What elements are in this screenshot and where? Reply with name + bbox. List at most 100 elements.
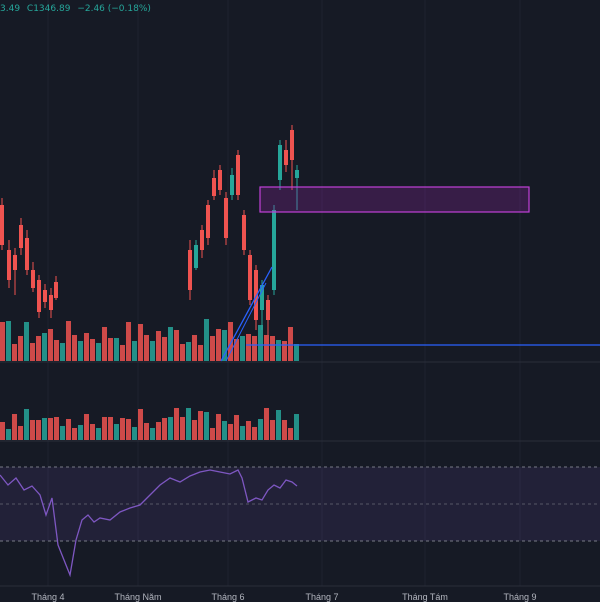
candle-body xyxy=(260,285,264,310)
prev-close-text: 3.49 xyxy=(0,4,21,14)
volume-bar xyxy=(126,419,131,440)
volume-bar xyxy=(264,335,269,361)
volume-bar xyxy=(24,322,29,361)
volume-bar xyxy=(240,336,245,361)
zone-rectangle[interactable] xyxy=(259,186,530,213)
candle-body xyxy=(295,170,299,178)
price-legend: 3.49 C1346.89 −2.46 (−0.18%) xyxy=(0,4,155,14)
volume-bar xyxy=(288,428,293,440)
candle-body xyxy=(254,270,258,320)
x-axis-label: Tháng Năm xyxy=(114,592,162,602)
change-value: −2.46 (−0.18%) xyxy=(77,4,151,14)
volume-bar xyxy=(144,335,149,361)
volume-bar xyxy=(186,342,191,361)
volume-bar xyxy=(270,420,275,440)
volume-bar xyxy=(78,341,83,361)
volume-bar xyxy=(246,421,251,440)
volume-bar xyxy=(204,319,209,361)
volume-bar xyxy=(276,340,281,361)
volume-bar xyxy=(222,330,227,361)
volume-bar xyxy=(90,424,95,440)
volume-bar xyxy=(258,325,263,361)
volume-bar xyxy=(258,419,263,440)
candle-body xyxy=(19,225,23,248)
volume-bar xyxy=(216,414,221,440)
volume-bar xyxy=(150,341,155,361)
volume-bar xyxy=(108,338,113,361)
volume-bar xyxy=(264,408,269,440)
candle-body xyxy=(31,270,35,288)
trend-line[interactable] xyxy=(225,282,267,362)
volume-bar xyxy=(120,345,125,361)
candle-body xyxy=(248,255,252,300)
volume-bar xyxy=(210,428,215,440)
volume-bar xyxy=(78,425,83,440)
volume-bar xyxy=(234,339,239,361)
volume-bar xyxy=(138,324,143,361)
volume-bar xyxy=(174,330,179,361)
x-axis-label: Tháng Tám xyxy=(402,592,448,602)
volume-bar xyxy=(168,327,173,361)
volume-bar xyxy=(18,426,23,440)
volume-bar xyxy=(102,417,107,440)
candle-body xyxy=(224,198,228,238)
volume-bar xyxy=(18,336,23,361)
volume-bar xyxy=(174,408,179,440)
volume-bar xyxy=(24,409,29,440)
volume-bar xyxy=(132,427,137,440)
volume-bar xyxy=(42,418,47,440)
close-value: C1346.89 xyxy=(26,4,71,14)
volume-bar xyxy=(30,343,35,361)
volume-bar xyxy=(54,417,59,440)
volume-bar xyxy=(192,335,197,361)
volume-bar xyxy=(0,322,5,361)
volume-bar xyxy=(6,321,11,361)
candle-body xyxy=(236,155,240,195)
volume-bar xyxy=(186,408,191,440)
volume-bar xyxy=(138,409,143,440)
volume-bar xyxy=(276,410,281,440)
volume-bar xyxy=(60,426,65,440)
trend-line[interactable] xyxy=(220,266,273,362)
volume-bar xyxy=(30,420,35,440)
candle-body xyxy=(7,250,11,280)
volume-bar xyxy=(84,414,89,440)
candle-body xyxy=(188,250,192,290)
volume-bar xyxy=(42,333,47,361)
volume-bar xyxy=(180,417,185,440)
volume-bar xyxy=(156,422,161,440)
volume-bar xyxy=(246,334,251,361)
x-axis-label: Tháng 6 xyxy=(211,592,245,602)
candle-body xyxy=(200,230,204,250)
candle-body xyxy=(43,290,47,302)
volume-bar xyxy=(12,414,17,440)
volume-bar xyxy=(192,420,197,440)
candle-body xyxy=(0,205,4,245)
candle-body xyxy=(25,238,29,270)
volume-bar xyxy=(108,417,113,440)
volume-bar xyxy=(72,335,77,361)
volume-bar xyxy=(210,336,215,361)
volume-bar xyxy=(48,329,53,361)
volume-bar xyxy=(282,420,287,440)
volume-bar xyxy=(282,341,287,361)
volume-bar xyxy=(294,344,299,361)
volume-bar xyxy=(66,321,71,361)
volume-bar xyxy=(120,418,125,440)
volume-bar xyxy=(114,424,119,440)
x-axis-label: Tháng 9 xyxy=(503,592,537,602)
candle-body xyxy=(266,300,270,320)
candle-body xyxy=(13,255,17,270)
volume-bar xyxy=(6,429,11,440)
volume-bar xyxy=(150,428,155,440)
volume-bar xyxy=(72,428,77,440)
volume-bar xyxy=(84,333,89,361)
candle-body xyxy=(54,282,58,298)
volume-bar xyxy=(54,340,59,361)
volume-bar xyxy=(102,327,107,361)
volume-bar xyxy=(0,422,5,440)
volume-bar xyxy=(288,327,293,361)
volume-bar xyxy=(198,345,203,361)
